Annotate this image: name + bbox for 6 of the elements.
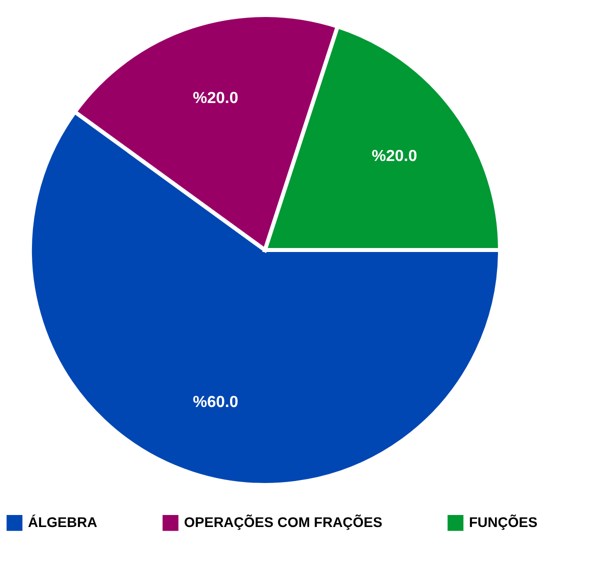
data-label: %60.0	[192, 394, 238, 412]
data-label: %20.0	[372, 148, 418, 165]
legend-label: FUNÇÕES	[469, 514, 538, 530]
data-label: %20.0	[192, 90, 238, 107]
legend-label: OPERAÇÕES COM FRAÇÕES	[184, 514, 382, 530]
legend-label: ÁLGEBRA	[28, 514, 98, 530]
